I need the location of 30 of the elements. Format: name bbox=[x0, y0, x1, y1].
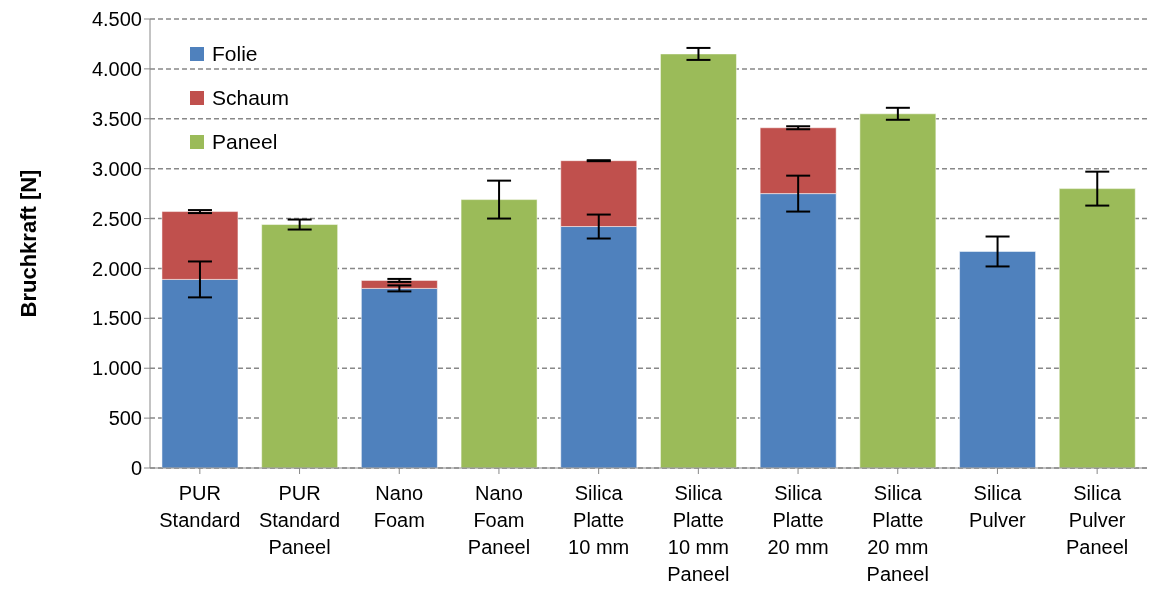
y-axis-title: Bruchkraft [N] bbox=[15, 169, 41, 318]
bar bbox=[261, 224, 339, 468]
bar bbox=[659, 53, 737, 468]
x-tick-label: Silica Platte 20 mm bbox=[767, 482, 829, 558]
x-tick-label: Nano Foam bbox=[373, 482, 425, 531]
x-tick-label: Silica Pulver bbox=[969, 482, 1027, 531]
legend-label: Paneel bbox=[212, 129, 278, 155]
y-tick-label: 2.500 bbox=[91, 207, 142, 230]
bar bbox=[859, 113, 937, 468]
y-tick-label: 3.000 bbox=[91, 157, 142, 180]
x-tick-label: PUR Standard bbox=[159, 482, 241, 531]
y-tick-label: 4.000 bbox=[91, 57, 142, 80]
x-tick-label: PUR Standard Paneel bbox=[258, 482, 341, 558]
y-tick-label: 0 bbox=[130, 457, 142, 480]
y-tick-label: 1.000 bbox=[91, 357, 142, 380]
bar bbox=[959, 250, 1037, 468]
legend-label: Schaum bbox=[212, 85, 290, 111]
x-tick-label: Silica Platte 10 mm Paneel bbox=[667, 482, 730, 585]
y-tick-label: 2.000 bbox=[91, 257, 142, 280]
x-tick-label: Silica Platte 20 mm Paneel bbox=[866, 482, 929, 585]
y-tick-label: 1.500 bbox=[91, 307, 142, 330]
bar bbox=[460, 199, 538, 468]
bar bbox=[1058, 188, 1136, 468]
legend-label: Folie bbox=[212, 41, 258, 67]
x-tick-label: Nano Foam Paneel bbox=[467, 482, 531, 558]
y-tick-label: 500 bbox=[108, 407, 142, 430]
x-tick-label: Silica Pulver Paneel bbox=[1066, 482, 1129, 558]
x-tick-label: Silica Platte 10 mm bbox=[568, 482, 630, 558]
y-tick-label: 4.500 bbox=[91, 8, 142, 31]
y-tick-label: 3.500 bbox=[91, 107, 142, 130]
